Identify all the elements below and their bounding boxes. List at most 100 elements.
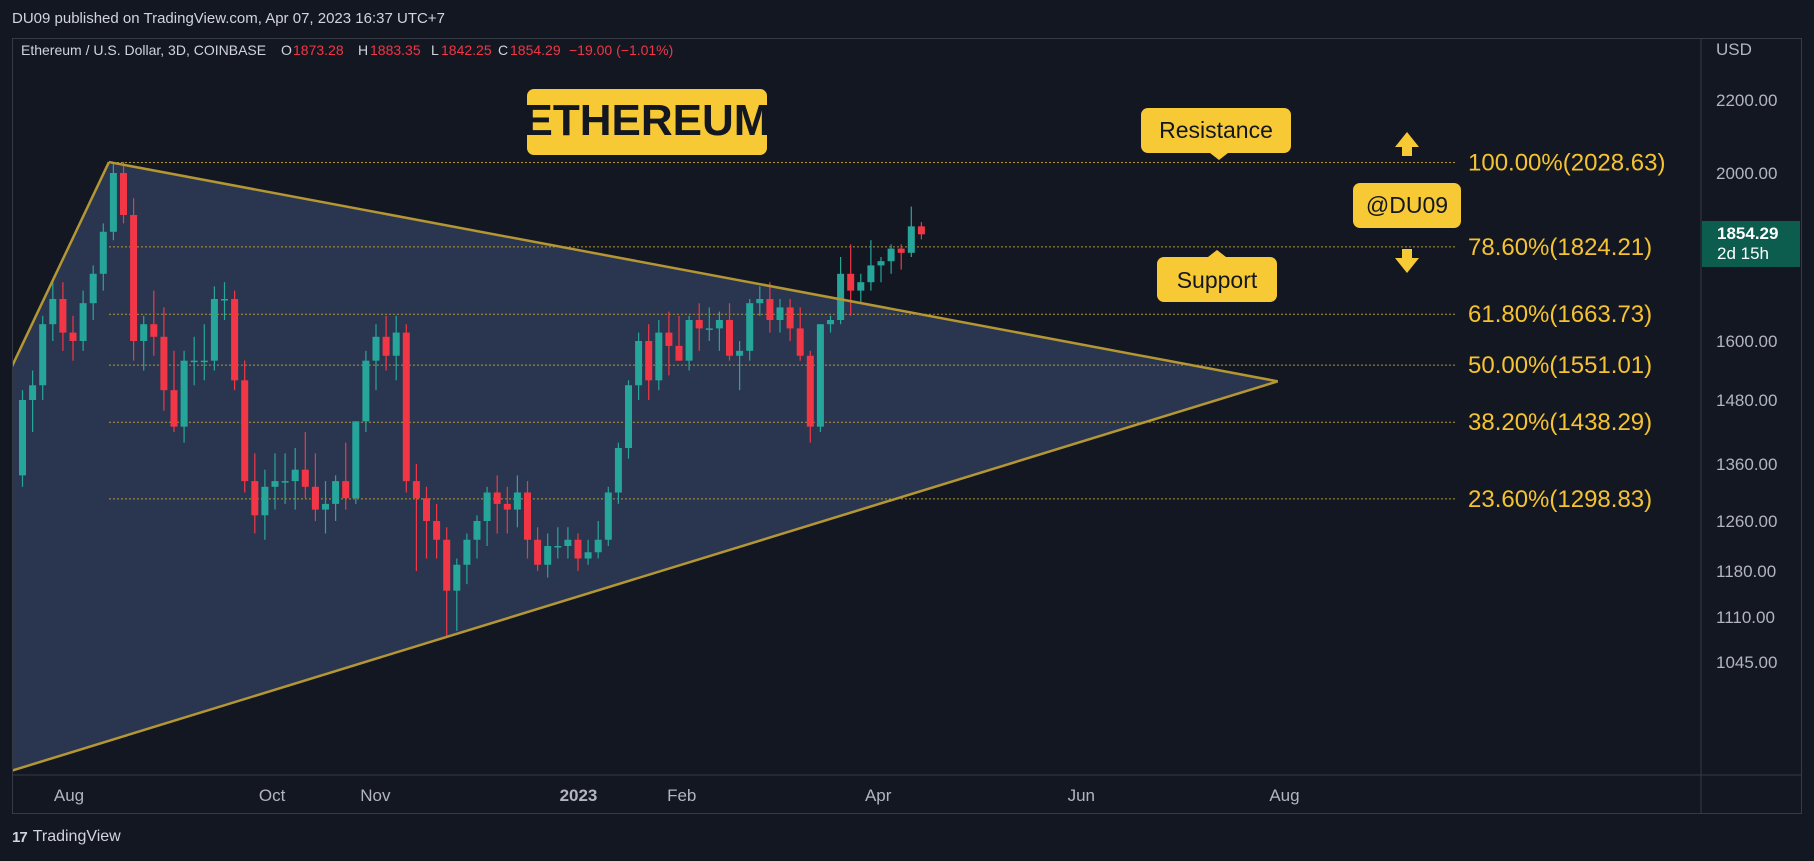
candle	[554, 527, 562, 559]
candle	[221, 282, 228, 320]
last-price-countdown: 2d 15h	[1717, 244, 1769, 263]
author-watermark[interactable]: @DU09	[1353, 183, 1461, 228]
open-label: O	[281, 42, 292, 58]
fib-level-label: 100.00%(2028.63)	[1468, 150, 1665, 177]
candle	[322, 481, 329, 534]
fib-level-label: 61.80%(1663.73)	[1468, 301, 1652, 328]
arrow-down-icon	[1395, 249, 1419, 273]
symbol-legend[interactable]: Ethereum / U.S. Dollar, 3D, COINBASE O 1…	[21, 42, 673, 58]
candle	[877, 257, 885, 283]
candle	[635, 332, 643, 400]
published-text: DU09 published on TradingView.com, Apr 0…	[12, 10, 445, 27]
candle	[190, 336, 198, 386]
candle	[39, 315, 47, 400]
candle	[887, 244, 895, 274]
candle	[685, 315, 693, 371]
title-text: ETHEREUM	[524, 96, 771, 145]
candle	[150, 290, 158, 356]
candle	[816, 324, 824, 432]
fib-level-label: 78.60%(1824.21)	[1468, 234, 1652, 261]
resistance-callout[interactable]: Resistance	[1141, 108, 1291, 160]
candle	[332, 475, 340, 521]
candle	[897, 244, 905, 270]
triangle-upper-line	[108, 160, 1279, 383]
price-tick-label: 1110.00	[1716, 608, 1775, 627]
candle	[917, 222, 925, 240]
candle	[604, 486, 612, 546]
candle	[423, 486, 430, 559]
time-tick-label: Apr	[865, 786, 892, 805]
time-tick-label: Jun	[1068, 786, 1095, 805]
candle	[120, 162, 127, 224]
candle	[584, 539, 592, 565]
candle	[705, 307, 713, 341]
candle	[847, 244, 855, 316]
candle	[231, 290, 239, 391]
candle	[776, 299, 784, 333]
price-tick-label: 2200.00	[1716, 91, 1777, 110]
close-value: 1854.29	[510, 42, 561, 58]
candle	[837, 257, 845, 325]
fib-labels: 100.00%(2028.63) 78.60%(1824.21) 61.80%(16…	[1468, 150, 1665, 513]
tradingview-brand: TradingView	[32, 828, 121, 845]
time-tick-label: Nov	[360, 786, 391, 805]
tradingview-logo-icon: 17	[12, 828, 28, 846]
candle	[382, 315, 390, 371]
candle	[301, 432, 309, 499]
candle	[362, 350, 370, 432]
candle	[392, 315, 400, 381]
published-bar: DU09 published on TradingView.com, Apr 0…	[0, 0, 1814, 38]
candle	[271, 453, 279, 510]
price-chart[interactable]: Ethereum / U.S. Dollar, 3D, COINBASE O 1…	[13, 39, 1801, 813]
close-label: C	[498, 42, 508, 58]
candle	[170, 350, 178, 432]
support-callout[interactable]: Support	[1157, 250, 1277, 302]
candle	[675, 315, 683, 361]
price-tick-label: 1045.00	[1716, 653, 1777, 672]
candle	[806, 350, 814, 443]
tradingview-logo[interactable]: 17 TradingView	[12, 828, 121, 846]
price-tick-label: 1600.00	[1716, 332, 1777, 351]
candle	[756, 286, 764, 316]
price-tick-label: 1480.00	[1716, 391, 1777, 410]
price-tick-label: 1180.00	[1716, 562, 1776, 581]
candle	[867, 240, 875, 291]
candle	[241, 360, 249, 493]
price-tick-label: 1360.00	[1716, 455, 1777, 474]
candle	[513, 475, 521, 528]
candle	[210, 286, 218, 371]
candle	[907, 206, 915, 257]
time-tick-label: Aug	[1269, 786, 1299, 805]
candle	[89, 265, 97, 320]
candle	[544, 533, 552, 578]
low-value: 1842.25	[441, 42, 492, 58]
currency-label: USD	[1716, 40, 1752, 59]
candle	[594, 521, 602, 559]
price-axis[interactable]: 2200.00 2000.00 1600.00 1480.00 1360.00 1260.…	[1716, 91, 1777, 672]
candle	[736, 341, 744, 391]
high-value: 1883.35	[370, 42, 421, 58]
candle	[180, 350, 188, 443]
candle	[342, 442, 350, 510]
candle	[524, 481, 531, 559]
time-tick-label: Oct	[259, 786, 286, 805]
price-tick-label: 2000.00	[1716, 164, 1777, 183]
candle	[463, 533, 471, 585]
time-axis[interactable]: Aug Oct Nov 2023 Feb Apr Jun Aug	[54, 786, 1300, 805]
candle	[665, 311, 673, 376]
change-value: −19.00 (−1.01%)	[569, 42, 673, 58]
time-tick-label: Aug	[54, 786, 84, 805]
candle	[251, 453, 259, 534]
candle	[19, 390, 26, 487]
candle	[473, 515, 481, 559]
candle	[160, 307, 168, 411]
low-label: L	[431, 42, 439, 58]
time-tick-label: Feb	[667, 786, 696, 805]
title-box[interactable]: ETHEREUM	[524, 89, 771, 155]
candle	[503, 486, 511, 534]
fib-level-label: 50.00%(1551.01)	[1468, 352, 1652, 379]
candle	[574, 533, 582, 571]
support-text: Support	[1177, 267, 1258, 293]
chart-frame[interactable]: Ethereum / U.S. Dollar, 3D, COINBASE O 1…	[12, 38, 1802, 814]
candle	[140, 315, 148, 371]
